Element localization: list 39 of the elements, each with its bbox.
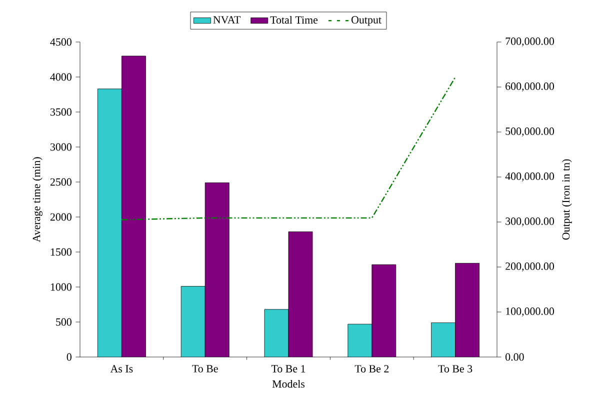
y2-tick-label: 200,000.00 bbox=[506, 262, 554, 272]
y2-tick-label: 600,000.00 bbox=[506, 82, 554, 92]
y2-tick-label: 400,000.00 bbox=[505, 172, 554, 182]
x-tick-label: To Be bbox=[192, 365, 218, 372]
bar bbox=[264, 309, 288, 357]
y-tick-label: 1500 bbox=[50, 248, 72, 256]
y-axis-title: Average time (min) bbox=[32, 157, 42, 242]
y-tick-label: 2000 bbox=[50, 213, 72, 221]
y2-tick-label: 300,000.00 bbox=[506, 218, 554, 226]
y2-tick-label: 700,000.00 bbox=[506, 38, 554, 46]
bar bbox=[348, 324, 372, 357]
legend-label: Output bbox=[352, 16, 382, 26]
y-tick-label: 3500 bbox=[50, 108, 72, 116]
x-tick-label: To Be 3 bbox=[438, 365, 472, 372]
x-tick-label: To Be 1 bbox=[271, 365, 306, 372]
x-tick-label: To Be 2 bbox=[354, 365, 389, 372]
bar bbox=[205, 182, 230, 357]
x-tick-label: As Is bbox=[110, 365, 133, 372]
bar bbox=[372, 264, 396, 357]
y-tick-label: 500 bbox=[56, 318, 72, 326]
y2-axis-title: Output (Iron in tn) bbox=[562, 159, 572, 240]
y-tick-label: 4500 bbox=[50, 38, 72, 46]
y-tick-label: 0 bbox=[66, 353, 72, 361]
legend-label: NVAT bbox=[213, 16, 241, 24]
y-tick-label: 1000 bbox=[50, 283, 72, 291]
x-axis-title: Models bbox=[272, 380, 305, 388]
y-tick-label: 3000 bbox=[50, 143, 72, 151]
y2-tick-label: 100,000.00 bbox=[506, 308, 554, 316]
bar bbox=[122, 56, 146, 357]
y2-tick-label: 500,000.00 bbox=[506, 128, 554, 136]
y-tick-label: 4000 bbox=[50, 73, 72, 81]
y-tick-label: 2500 bbox=[50, 178, 72, 186]
bar bbox=[181, 286, 206, 357]
bar bbox=[288, 232, 312, 357]
bar bbox=[455, 263, 480, 357]
legend-label: Total Time bbox=[270, 16, 318, 24]
y2-tick-label: 0.00 bbox=[506, 353, 524, 361]
bar bbox=[98, 88, 122, 357]
bar bbox=[431, 322, 456, 357]
